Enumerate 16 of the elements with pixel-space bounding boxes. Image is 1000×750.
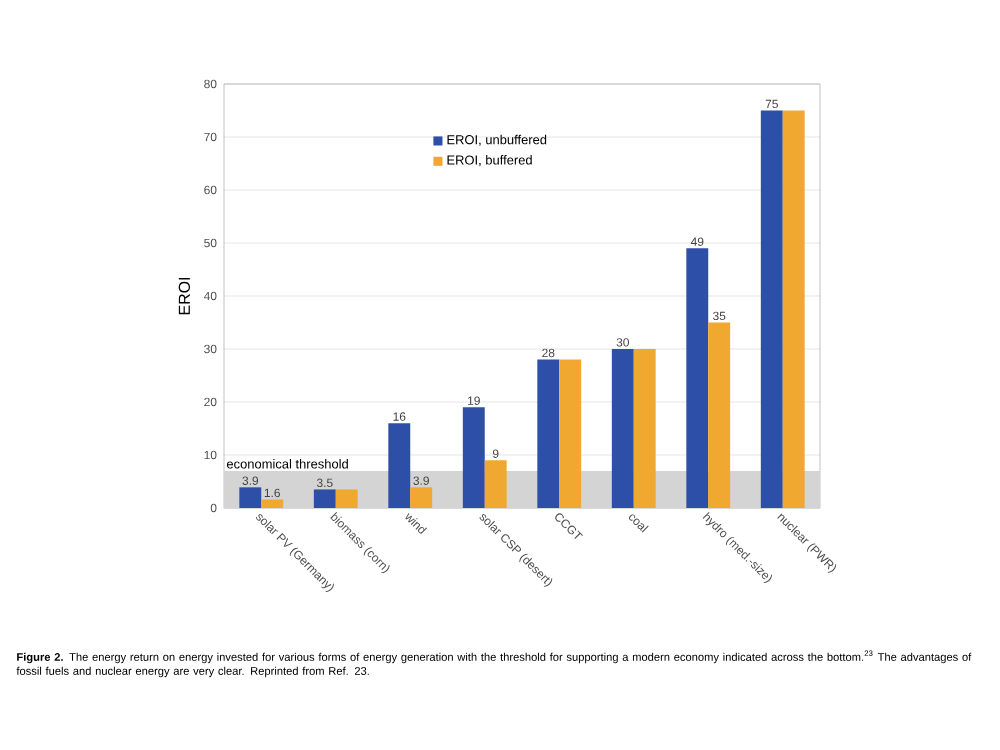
- bar: [410, 487, 433, 508]
- bar: [537, 359, 560, 508]
- bar: [611, 349, 634, 508]
- bar: [760, 110, 783, 508]
- bar: [462, 407, 485, 508]
- bar: [335, 489, 358, 508]
- bar: [261, 499, 284, 508]
- bar: [559, 359, 582, 508]
- bar: [708, 322, 731, 508]
- bar: [388, 423, 411, 508]
- bar: [239, 487, 262, 508]
- bar: [686, 248, 709, 508]
- bar: [633, 349, 656, 508]
- bar: [484, 460, 507, 508]
- bar: [313, 489, 336, 508]
- bar: [782, 110, 805, 508]
